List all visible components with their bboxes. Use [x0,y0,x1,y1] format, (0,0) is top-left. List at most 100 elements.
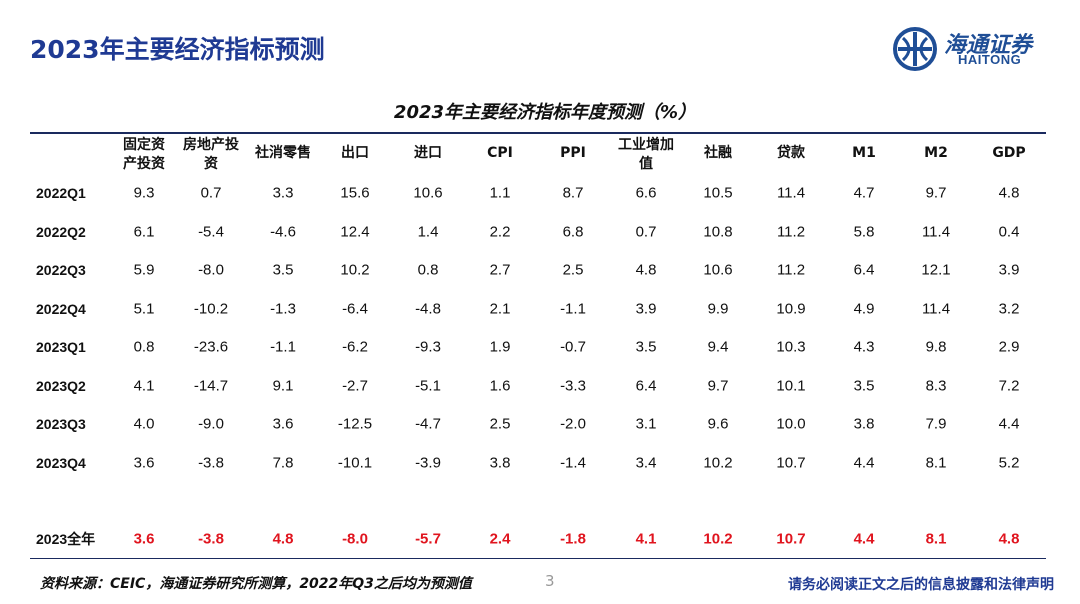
cell: 1.6 [489,377,511,394]
total-cell: 8.1 [925,530,947,548]
cell: -2.7 [342,377,368,394]
cell: 4.3 [853,338,875,356]
cell: -4.6 [270,223,296,240]
row-label: 2023Q1 [36,339,86,355]
cell: 6.4 [853,261,875,279]
slide-title: 2023年主要经济指标预测 [30,35,325,64]
cell: 9.6 [707,415,729,433]
cell: 4.1 [133,377,155,394]
cell: -5.1 [415,377,441,394]
cell: 7.9 [925,415,947,433]
column-header: 贷款 [777,145,805,161]
cell: 8.1 [925,454,947,471]
cell: 5.8 [853,223,875,240]
total-cell: 2.4 [489,530,511,548]
cell: 0.7 [200,184,222,202]
cell: -0.7 [560,338,586,356]
cell: 9.9 [707,300,729,317]
cell: 3.1 [635,415,657,433]
cell: 2.5 [562,261,584,279]
cell: -1.3 [270,300,296,317]
column-header: 工业增加值 [618,137,674,172]
column-header: 出口 [341,145,369,161]
cell: 10.9 [776,300,806,317]
row-label: 2023Q3 [36,416,86,432]
cell: 10.8 [703,223,733,240]
cell: 4.8 [635,261,657,279]
cell: -10.2 [193,300,229,317]
total-cell: -1.8 [560,530,586,548]
cell: 3.8 [853,415,875,433]
table-top-rule [30,132,1046,134]
cell: 1.1 [489,184,511,202]
cell: 0.4 [998,223,1020,240]
logo-text-en: HAITONG [958,52,1022,67]
column-header: M1 [852,145,876,161]
cell: 8.7 [562,184,584,202]
cell: 2.2 [489,223,511,240]
cell: 0.8 [417,261,439,279]
cell: 2.5 [489,415,511,433]
cell: -10.1 [337,454,373,471]
total-cell: 4.4 [853,530,875,548]
cell: 3.9 [998,261,1020,279]
cell: -1.1 [560,300,586,317]
cell: 10.1 [776,377,806,394]
cell: 7.8 [272,454,294,471]
row-label: 2023全年 [36,531,96,547]
column-header: 社消零售 [255,145,311,161]
row-label: 2022Q1 [36,185,86,201]
cell: 5.1 [133,300,155,317]
row-label: 2023Q2 [36,377,86,394]
cell: -14.7 [193,377,229,394]
cell: 3.4 [635,454,657,471]
cell: 1.4 [417,223,439,240]
total-cell: 10.2 [703,530,733,548]
column-header: 固定资产投资 [123,137,165,172]
cell: 3.3 [272,184,294,202]
cell: 1.9 [489,338,511,356]
row-label: 2023Q4 [36,454,86,471]
cell: 9.7 [925,184,947,202]
cell: -9.0 [198,415,224,433]
total-cell: -8.0 [342,530,368,548]
cell: 0.8 [133,338,155,356]
cell: 9.1 [272,377,294,394]
cell: 3.5 [272,261,294,279]
cell: -4.8 [415,300,441,317]
cell: 10.3 [776,338,806,356]
cell: 10.2 [703,454,733,471]
cell: 6.8 [562,223,584,240]
cell: 15.6 [340,184,370,202]
cell: 3.6 [133,454,155,471]
total-cell: 10.7 [776,530,806,548]
cell: 2.9 [998,338,1020,356]
cell: -5.4 [198,223,224,240]
column-header: GDP [992,145,1026,161]
cell: -2.0 [560,415,586,433]
cell: -4.7 [415,415,441,433]
column-header: 社融 [704,145,732,161]
row-label: 2022Q2 [36,223,86,240]
cell: 8.3 [925,377,947,394]
cell: -1.1 [270,338,296,356]
cell: 9.7 [707,377,729,394]
cell: 4.0 [133,415,155,433]
cell: 11.4 [921,300,951,317]
page-number: 3 [545,572,555,590]
column-header: 进口 [414,145,442,161]
cell: 9.3 [133,184,155,202]
cell: 9.8 [925,338,947,356]
cell: -8.0 [198,261,224,279]
row-label: 2022Q4 [36,300,86,317]
cell: 3.5 [853,377,875,394]
logo-icon [893,27,937,71]
cell: 11.4 [921,223,951,240]
column-header: CPI [487,145,513,161]
cell: 9.4 [707,338,729,356]
cell: 3.2 [998,300,1020,317]
cell: 3.9 [635,300,657,317]
cell: -23.6 [193,338,229,356]
cell: 2.1 [489,300,511,317]
cell: 12.4 [340,223,370,240]
